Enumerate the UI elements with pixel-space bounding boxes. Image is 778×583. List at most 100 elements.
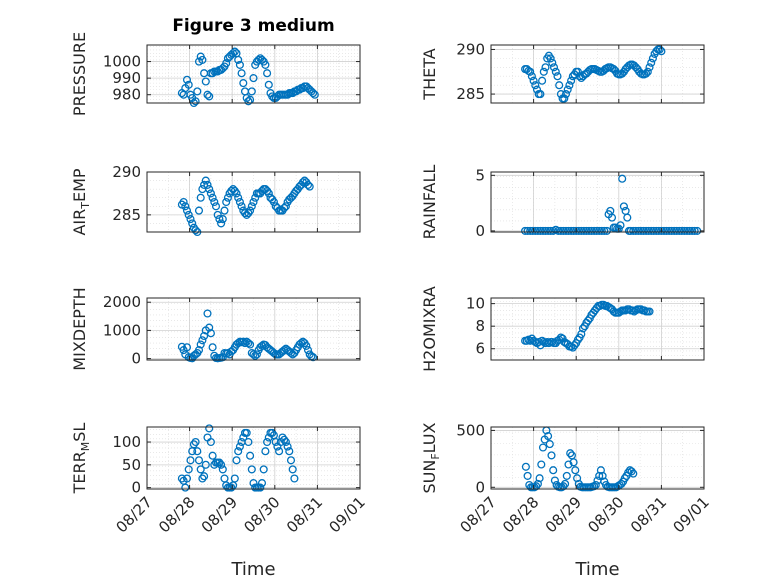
data-point (203, 90, 212, 99)
x-tick-label: 08/30 (584, 493, 627, 536)
y-tick-label: 285 (112, 206, 141, 224)
data-point (559, 482, 568, 491)
data-point (244, 97, 253, 106)
x-tick-label: 09/01 (670, 493, 713, 536)
data-point (550, 476, 559, 485)
y-axis-label: RAINFALL (420, 165, 439, 240)
y-axis-label: THETA (420, 48, 439, 100)
y-tick-label: 50 (122, 456, 141, 474)
axes-box (490, 426, 705, 490)
y-tick-label: 0 (131, 350, 141, 368)
data-point (629, 226, 638, 235)
data-point (626, 226, 635, 235)
data-point (303, 180, 313, 189)
data-point (665, 226, 674, 235)
data-point (618, 174, 627, 183)
data-point (595, 226, 604, 235)
data-point (264, 189, 273, 198)
x-tick-label: 08/30 (240, 493, 283, 536)
y-tick-label: 10 (466, 295, 485, 313)
data-point (652, 226, 661, 235)
data-point (184, 80, 193, 89)
y-axis-label: TERRMSL (70, 423, 92, 495)
data-point (559, 226, 568, 235)
chart-title: Figure 3 medium (172, 16, 334, 36)
data-point (193, 87, 202, 96)
data-point (283, 442, 292, 451)
data-point (286, 456, 296, 465)
data-point (582, 226, 591, 235)
data-point (533, 226, 542, 235)
data-point (611, 223, 620, 232)
x-tick-label: 08/28 (155, 493, 198, 536)
data-point (561, 226, 571, 235)
data-point (636, 226, 646, 235)
data-point (567, 226, 576, 235)
axes-box (146, 171, 361, 233)
data-point (662, 226, 671, 235)
data-point (598, 471, 607, 480)
data-point (264, 80, 273, 89)
data-point (561, 479, 570, 488)
data-point (309, 89, 318, 98)
x-tick-label: 08/27 (113, 493, 156, 536)
data-point (246, 340, 255, 349)
data-point (667, 226, 676, 235)
data-point (263, 437, 272, 447)
data-point (186, 215, 195, 224)
data-point (682, 226, 692, 235)
data-point (524, 335, 533, 344)
data-point (600, 226, 609, 235)
data-point (213, 210, 222, 219)
data-point (551, 67, 560, 76)
data-point (538, 226, 548, 235)
data-point (548, 337, 557, 347)
y-tick-label: 0 (131, 479, 141, 497)
data-point (194, 456, 204, 465)
data-point (567, 76, 576, 85)
data-point (222, 197, 231, 207)
data-point (549, 466, 558, 475)
data-point (644, 226, 653, 235)
subplot-8: 0 500 08/27 08/28 08/29 08/30 08/31 09/01 SUNFLU… (420, 421, 713, 580)
data-point (261, 447, 270, 456)
data-point (257, 479, 267, 488)
data-point (597, 226, 606, 235)
data-point (547, 451, 556, 460)
data-point (643, 67, 652, 76)
data-point (545, 440, 554, 449)
subplot-3: 285 290 AIRTEMP (70, 163, 361, 237)
data-point (239, 79, 248, 88)
data-point (677, 226, 686, 235)
data-point (205, 323, 214, 332)
data-point (659, 226, 669, 235)
axes-box (146, 297, 361, 361)
y-tick-label: 2000 (103, 293, 141, 311)
axes-box (490, 44, 705, 104)
data-point (549, 63, 559, 72)
data-point (181, 202, 190, 211)
data-point (565, 81, 574, 90)
data-point (575, 72, 584, 81)
data-point (193, 447, 202, 456)
y-axis-label: MIXDEPTH (70, 287, 89, 370)
y-axis-label: AIRTEMP (70, 168, 92, 235)
data-point (554, 226, 563, 235)
data-point (596, 466, 605, 475)
data-point (237, 69, 246, 78)
data-point (208, 193, 217, 202)
data-point (254, 55, 263, 64)
data-point (249, 197, 258, 207)
data-point (670, 226, 679, 235)
data-point (244, 339, 253, 348)
data-point (247, 202, 256, 211)
data-point (198, 336, 207, 345)
data-point (690, 226, 699, 235)
x-tick-label: 08/31 (627, 493, 670, 536)
data-point (305, 182, 314, 191)
data-point (188, 219, 197, 228)
data-point (623, 213, 632, 222)
x-tick-label: 08/29 (542, 493, 585, 536)
data-point (198, 55, 207, 64)
y-tick-label: 0 (475, 222, 485, 240)
